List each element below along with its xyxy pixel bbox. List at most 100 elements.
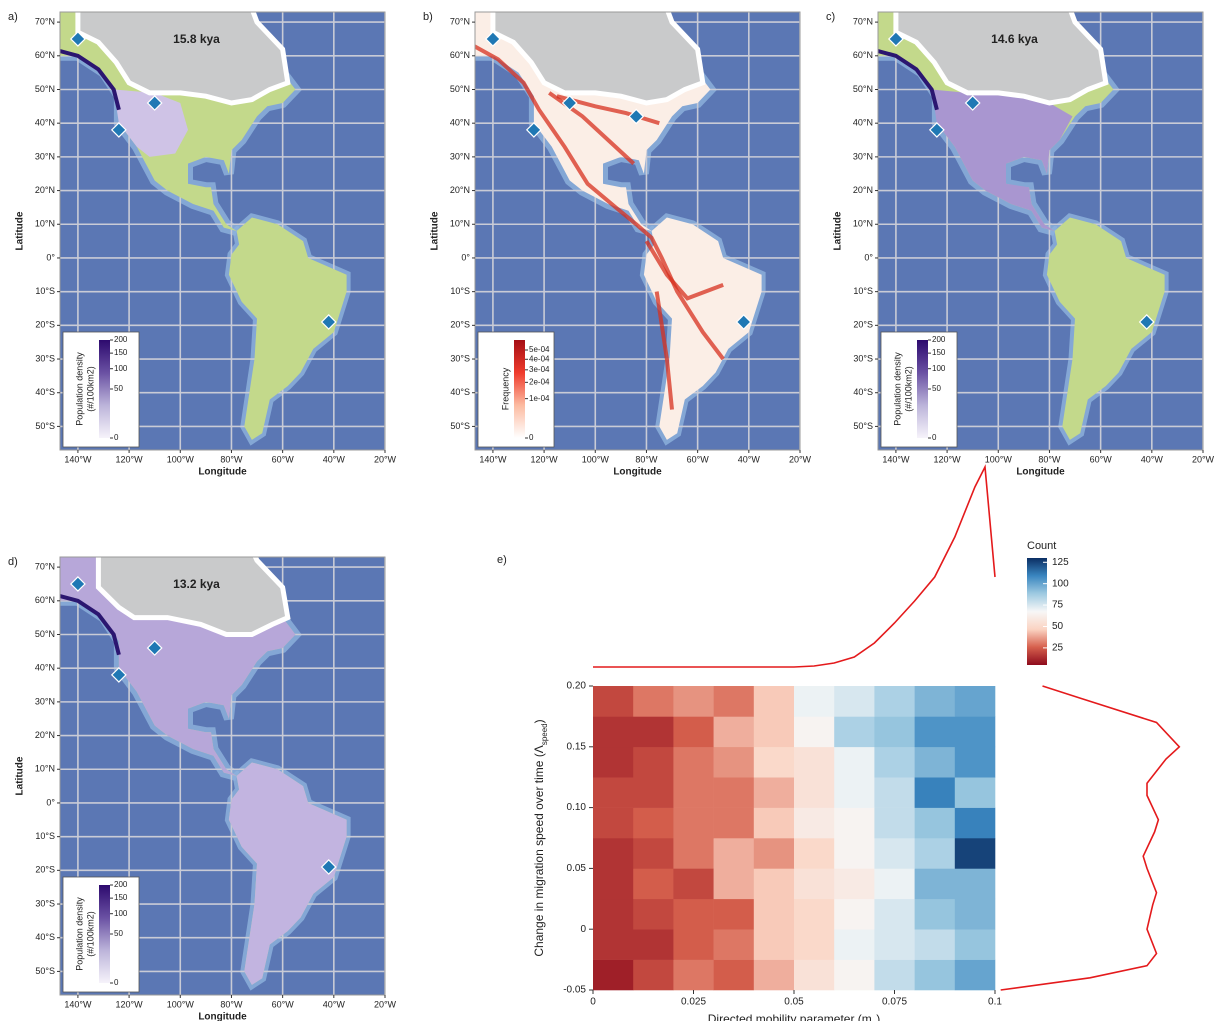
map-panel [878, 12, 1203, 450]
legend-tick-label: 200 [114, 880, 128, 889]
legend-tick-label: 200 [932, 335, 946, 344]
legend-tick-label: 150 [114, 348, 128, 357]
heat-cell [954, 686, 996, 717]
x-tick-label: 0 [590, 997, 596, 1008]
heat-cell [753, 746, 795, 778]
y-tick-label: 50°S [450, 421, 470, 431]
y-tick-label: 20°N [450, 185, 470, 195]
heat-cell [874, 777, 915, 808]
heat-cell [633, 929, 674, 960]
map-frame [59, 11, 386, 451]
heat-cell [954, 777, 996, 808]
map-title: 13.2 kya [173, 577, 220, 591]
heat-cell [914, 716, 956, 748]
x-tick-label: 40°W [323, 454, 346, 464]
y-tick-label: 60°N [35, 595, 55, 605]
site-marker [69, 576, 86, 592]
panel-label: e) [497, 554, 507, 566]
site-marker [69, 31, 86, 47]
y-tick-label: 0° [461, 252, 470, 262]
heat-cell [593, 959, 634, 991]
x-tick-label: 20°W [1192, 454, 1215, 464]
map-frame [59, 556, 386, 996]
heat-cell [673, 686, 714, 717]
heat-cell [673, 868, 714, 900]
colorbar-tick-label: 125 [1052, 557, 1069, 568]
heat-cell [713, 686, 755, 717]
y-tick-label: -0.05 [563, 985, 586, 996]
heat-cell [914, 929, 956, 960]
legend-title: (#/100km2) [85, 911, 95, 957]
x-tick-label: 0.075 [882, 997, 907, 1008]
y-tick-label: 50°S [35, 966, 55, 976]
coast-population [60, 594, 121, 656]
heat-cell [593, 777, 634, 808]
legend-tick-label: 200 [114, 335, 128, 344]
heat-cell [633, 807, 674, 839]
heat-cell [673, 777, 714, 808]
x-density [593, 464, 996, 668]
heat-cell [713, 868, 755, 900]
y-tick-label: 70°N [35, 561, 55, 571]
dispersal-path [475, 44, 725, 361]
heat-cell [874, 898, 915, 930]
x-axis-label-part: d [872, 1020, 876, 1021]
legend-tick-label: 150 [932, 348, 946, 357]
heat-cell [794, 746, 835, 778]
legend-title: (#/100km2) [85, 366, 95, 412]
heat-cell [713, 716, 755, 748]
heat-cell [874, 746, 915, 778]
y-tick-label: 0° [864, 252, 873, 262]
heat-cell [593, 807, 634, 839]
heat-cell [753, 686, 795, 717]
site-marker [628, 108, 645, 125]
site-marker [928, 122, 945, 138]
heat-cell [633, 868, 674, 900]
heat-cell [673, 959, 714, 991]
heat-cell [713, 929, 755, 960]
site-marker [320, 314, 337, 330]
heat-cell [633, 959, 674, 991]
x-tick-label: 140°W [882, 454, 910, 464]
legend-tick-label: 4e-04 [529, 354, 550, 363]
heat-cell [834, 838, 875, 869]
heat-cell [673, 746, 714, 778]
legend-title: Population density [74, 897, 84, 971]
y-tick-label: 20°S [450, 320, 470, 330]
x-tick-label: 100°W [167, 454, 195, 464]
heat-cell [914, 898, 956, 930]
y-axis-label: Latitude [430, 211, 441, 250]
legend-title: (#/100km2) [903, 366, 913, 412]
ice-sheet [75, 12, 291, 106]
heat-cell [794, 898, 835, 930]
x-tick-label: 80°W [1038, 454, 1061, 464]
colorbar [1027, 558, 1047, 665]
y-tick-label: 0 [580, 924, 586, 935]
dispersal-path [556, 94, 660, 126]
heat-cell [593, 686, 634, 717]
colorbar-tick-label: 50 [1052, 621, 1064, 632]
coast-population [878, 49, 939, 111]
y-tick-label: 20°S [35, 865, 55, 875]
heat-cell [914, 838, 956, 869]
y-axis-label: Latitude [833, 211, 844, 250]
x-tick-label: 40°W [738, 454, 761, 464]
x-axis-label: Directed mobility parameter (md) [708, 1012, 881, 1021]
heat-cell [834, 898, 875, 930]
y-tick-label: 50°S [853, 421, 873, 431]
heat-cell [673, 716, 714, 748]
heat-cell [954, 898, 996, 930]
x-axis-label-part: ) [876, 1012, 880, 1021]
site-marker [525, 122, 542, 138]
x-tick-label: 40°W [323, 999, 346, 1009]
legend-tick-label: 2e-04 [529, 377, 550, 386]
x-axis-label: Longitude [613, 467, 662, 478]
heat-cell [753, 716, 795, 748]
y-tick-label: 40°N [853, 118, 873, 128]
x-tick-label: 120°W [934, 454, 962, 464]
heat-cell [713, 777, 755, 808]
heat-cell [834, 716, 875, 748]
y-tick-label: 50°N [450, 84, 470, 94]
heat-cell [593, 746, 634, 778]
